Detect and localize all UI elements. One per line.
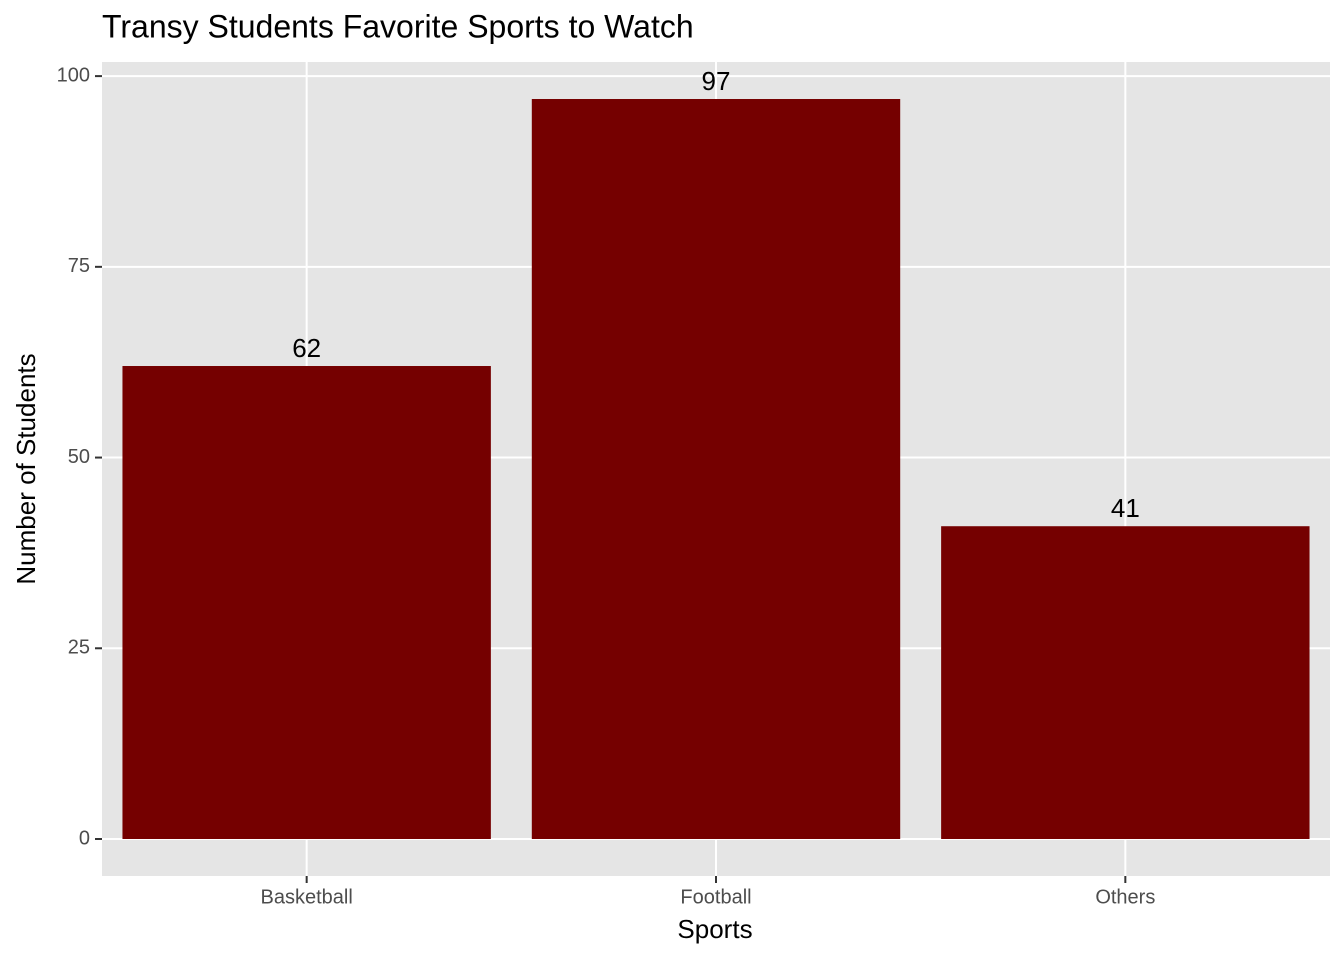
data-label: 62 — [292, 333, 321, 363]
y-tick-label: 50 — [68, 446, 90, 468]
data-label: 97 — [702, 66, 731, 96]
y-tick-label: 25 — [68, 637, 90, 659]
chart-title: Transy Students Favorite Sports to Watch — [102, 8, 694, 44]
x-tick-label: Football — [680, 886, 751, 908]
bar — [531, 99, 901, 839]
data-label: 41 — [1111, 493, 1140, 523]
y-tick-label: 0 — [79, 827, 90, 849]
x-axis-label: Sports — [677, 914, 752, 944]
x-tick-label: Others — [1095, 886, 1155, 908]
y-tick-label: 75 — [68, 255, 90, 277]
y-axis-label: Number of Students — [11, 353, 41, 584]
x-tick-label: Basketball — [261, 886, 353, 908]
y-tick-label: 100 — [57, 64, 90, 86]
bar — [941, 526, 1310, 839]
bar — [122, 366, 491, 839]
